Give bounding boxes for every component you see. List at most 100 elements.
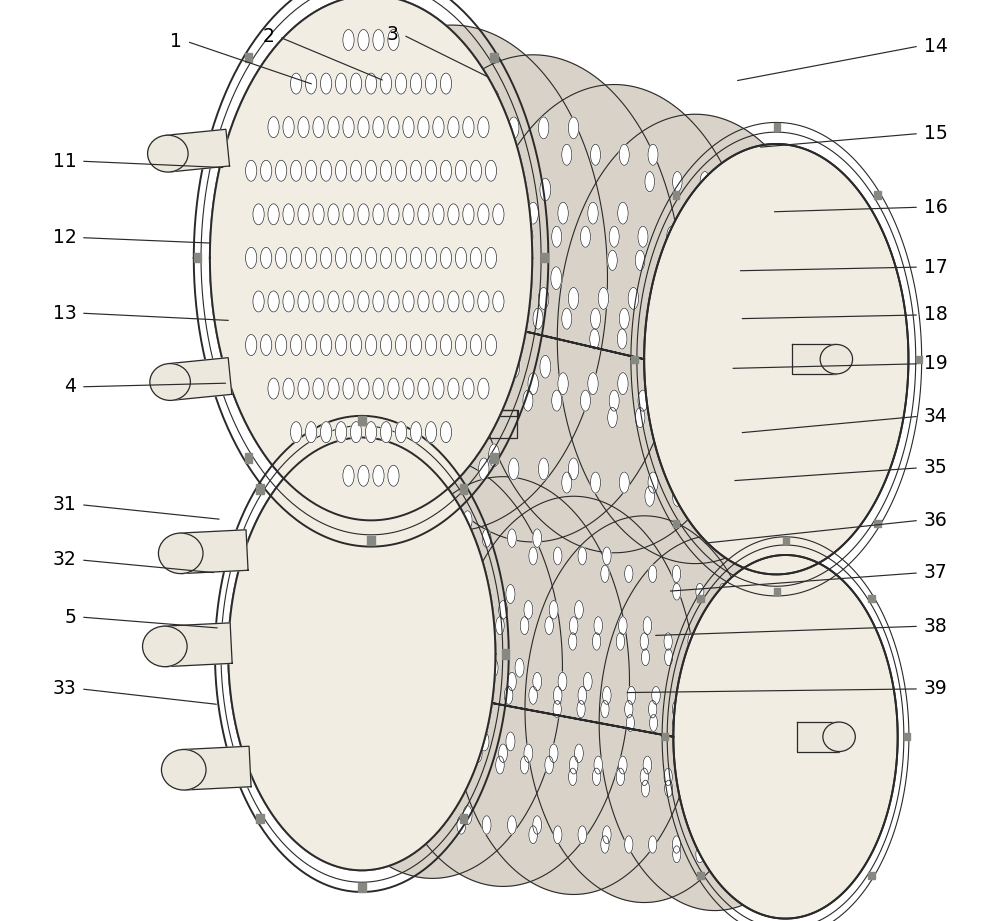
Ellipse shape: [719, 583, 727, 600]
Ellipse shape: [568, 117, 579, 139]
Ellipse shape: [688, 780, 696, 797]
Ellipse shape: [664, 768, 672, 786]
Ellipse shape: [734, 780, 742, 797]
Bar: [783, 537, 789, 544]
Ellipse shape: [305, 334, 317, 356]
Polygon shape: [377, 477, 629, 886]
Polygon shape: [792, 344, 836, 374]
Ellipse shape: [395, 444, 406, 467]
Ellipse shape: [718, 407, 728, 427]
Text: 35: 35: [924, 459, 947, 477]
Ellipse shape: [365, 73, 377, 94]
Ellipse shape: [625, 701, 633, 717]
Ellipse shape: [677, 309, 687, 329]
Bar: [874, 192, 881, 199]
Ellipse shape: [350, 73, 362, 94]
Ellipse shape: [508, 458, 519, 480]
Ellipse shape: [580, 227, 590, 247]
Ellipse shape: [479, 458, 489, 480]
Ellipse shape: [569, 756, 578, 774]
Ellipse shape: [333, 659, 342, 677]
Ellipse shape: [298, 204, 309, 225]
Ellipse shape: [700, 171, 710, 192]
Ellipse shape: [480, 585, 489, 603]
Ellipse shape: [388, 29, 399, 51]
Ellipse shape: [628, 287, 639, 309]
Ellipse shape: [350, 160, 362, 181]
Ellipse shape: [529, 826, 537, 844]
Ellipse shape: [507, 529, 516, 547]
Ellipse shape: [395, 422, 407, 443]
Ellipse shape: [437, 806, 446, 824]
Polygon shape: [210, 0, 908, 575]
Ellipse shape: [507, 672, 516, 691]
Bar: [904, 733, 910, 740]
Ellipse shape: [376, 732, 385, 751]
Ellipse shape: [540, 356, 551, 379]
Ellipse shape: [625, 565, 633, 582]
Ellipse shape: [328, 379, 339, 399]
Bar: [460, 484, 467, 494]
Ellipse shape: [520, 756, 529, 774]
Ellipse shape: [590, 472, 601, 493]
Ellipse shape: [425, 334, 437, 356]
Ellipse shape: [603, 826, 611, 844]
Ellipse shape: [538, 117, 549, 139]
Ellipse shape: [335, 248, 347, 268]
Ellipse shape: [458, 267, 468, 289]
Ellipse shape: [290, 248, 302, 268]
Ellipse shape: [335, 334, 347, 356]
Ellipse shape: [463, 117, 474, 137]
Ellipse shape: [447, 356, 458, 379]
Ellipse shape: [562, 145, 572, 165]
Ellipse shape: [480, 732, 489, 751]
Ellipse shape: [720, 701, 728, 717]
Polygon shape: [228, 437, 495, 870]
Ellipse shape: [458, 444, 468, 467]
Ellipse shape: [268, 117, 279, 137]
Ellipse shape: [290, 334, 302, 356]
Ellipse shape: [447, 178, 458, 201]
Ellipse shape: [350, 585, 359, 603]
Ellipse shape: [588, 203, 598, 224]
Ellipse shape: [538, 287, 549, 309]
Ellipse shape: [643, 756, 652, 774]
Text: 15: 15: [924, 124, 947, 143]
Ellipse shape: [416, 356, 426, 379]
Ellipse shape: [667, 227, 677, 247]
Ellipse shape: [545, 617, 553, 635]
Ellipse shape: [458, 89, 468, 112]
Bar: [868, 595, 875, 602]
Ellipse shape: [428, 585, 437, 603]
Ellipse shape: [268, 379, 279, 399]
Ellipse shape: [161, 750, 206, 790]
Ellipse shape: [728, 171, 737, 192]
Ellipse shape: [478, 178, 489, 201]
Ellipse shape: [478, 379, 489, 399]
Ellipse shape: [385, 511, 394, 530]
Ellipse shape: [468, 203, 479, 224]
Ellipse shape: [440, 334, 452, 356]
Ellipse shape: [478, 356, 489, 379]
Ellipse shape: [328, 117, 339, 137]
Ellipse shape: [506, 585, 515, 603]
Ellipse shape: [478, 117, 489, 137]
Ellipse shape: [478, 291, 489, 312]
Ellipse shape: [358, 465, 369, 486]
Ellipse shape: [603, 686, 611, 705]
Ellipse shape: [588, 373, 598, 394]
Polygon shape: [180, 530, 248, 574]
Ellipse shape: [410, 248, 422, 268]
Ellipse shape: [463, 291, 474, 312]
Ellipse shape: [313, 204, 324, 225]
Ellipse shape: [504, 309, 514, 329]
Ellipse shape: [283, 117, 294, 137]
Ellipse shape: [320, 160, 332, 181]
Ellipse shape: [411, 806, 420, 824]
Ellipse shape: [425, 160, 437, 181]
Ellipse shape: [529, 686, 537, 705]
Text: 34: 34: [924, 407, 948, 426]
Bar: [214, 649, 222, 659]
Polygon shape: [483, 410, 517, 438]
Ellipse shape: [485, 160, 497, 181]
